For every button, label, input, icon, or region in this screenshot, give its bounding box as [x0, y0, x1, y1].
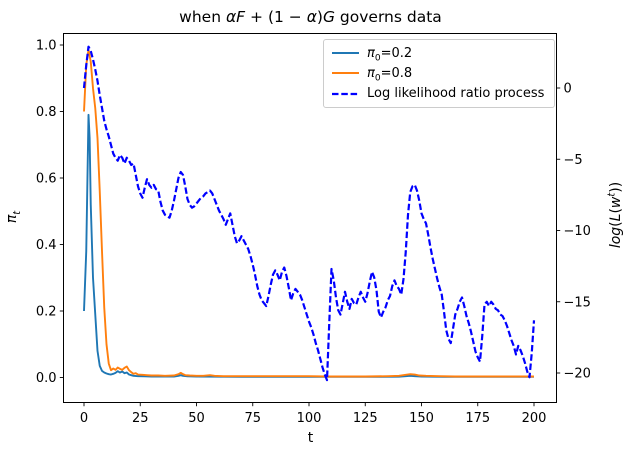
text-segment: ))	[608, 181, 624, 193]
x-tick-label: 150	[409, 411, 434, 426]
text-segment: L	[608, 213, 624, 222]
x-tick-label: 200	[522, 411, 547, 426]
text-segment: =0.2	[380, 45, 413, 61]
text-segment: (	[608, 208, 624, 214]
left-y-tick-label: 0.8	[36, 105, 57, 120]
right-y-tick-label: −5	[564, 153, 583, 168]
text-segment: when	[179, 8, 226, 26]
x-tick-label: 0	[80, 411, 88, 426]
x-tick-label: 125	[353, 411, 378, 426]
legend-entry: Log likelihood ratio process	[332, 84, 550, 104]
legend-entry: π0=0.2	[332, 43, 550, 63]
text-segment: t	[606, 192, 618, 197]
series-line-2	[82, 45, 536, 382]
text-segment: αF	[225, 8, 246, 26]
legend-label: π0=0.2	[367, 45, 413, 64]
left-y-tick-label: 0.6	[36, 172, 57, 187]
left-y-tick-label: 1.0	[36, 39, 57, 54]
text-segment: π	[4, 214, 20, 224]
text-segment: w	[608, 196, 624, 209]
legend-label: Log likelihood ratio process	[367, 86, 544, 101]
text-segment: Log likelihood ratio process	[367, 86, 545, 102]
text-segment: )	[316, 8, 323, 26]
right-y-axis-label: log(L(wt))	[606, 181, 624, 249]
text-segment: + (1 −	[245, 8, 307, 26]
x-tick-label: 100	[297, 411, 322, 426]
right-y-tick-label: −10	[564, 224, 591, 239]
text-segment: log	[608, 226, 624, 249]
x-tick-label: 75	[244, 411, 261, 426]
text-segment: 0	[374, 73, 381, 84]
series-line-1	[83, 49, 534, 378]
chart-title: when αF + (1 − α)G governs data	[64, 8, 557, 26]
text-segment: (	[608, 221, 624, 227]
x-tick-label: 25	[132, 411, 149, 426]
legend-line-sample	[332, 72, 359, 75]
text-segment: G	[322, 8, 335, 26]
left-y-axis-label: πt	[4, 210, 23, 224]
text-segment: 0	[374, 53, 381, 64]
left-y-tick-label: 0.0	[36, 371, 57, 386]
text-segment: π	[367, 65, 375, 81]
legend-line-sample	[332, 52, 359, 55]
legend-line-sample	[332, 92, 359, 95]
legend-entry: π0=0.8	[332, 63, 550, 83]
x-tick-label: 50	[188, 411, 205, 426]
left-y-tick-label: 0.2	[36, 305, 57, 320]
legend-label: π0=0.8	[367, 65, 413, 84]
left-y-tick-label: 0.4	[36, 238, 57, 253]
x-tick-label: 175	[465, 411, 490, 426]
right-y-tick-label: 0	[564, 82, 572, 97]
right-y-tick-label: −20	[564, 367, 591, 382]
text-segment: governs data	[335, 8, 442, 26]
plot-frame	[63, 33, 557, 403]
series-line-0	[83, 113, 534, 378]
text-segment: α	[306, 8, 317, 26]
legend: π0=0.2 π0=0.8 Log likelihood ratio process	[323, 39, 555, 108]
text-segment: π	[367, 45, 375, 61]
right-y-tick-label: −15	[564, 295, 591, 310]
text-segment: t	[11, 210, 23, 215]
text-segment: =0.8	[380, 65, 413, 81]
x-axis-label: t	[307, 430, 314, 446]
